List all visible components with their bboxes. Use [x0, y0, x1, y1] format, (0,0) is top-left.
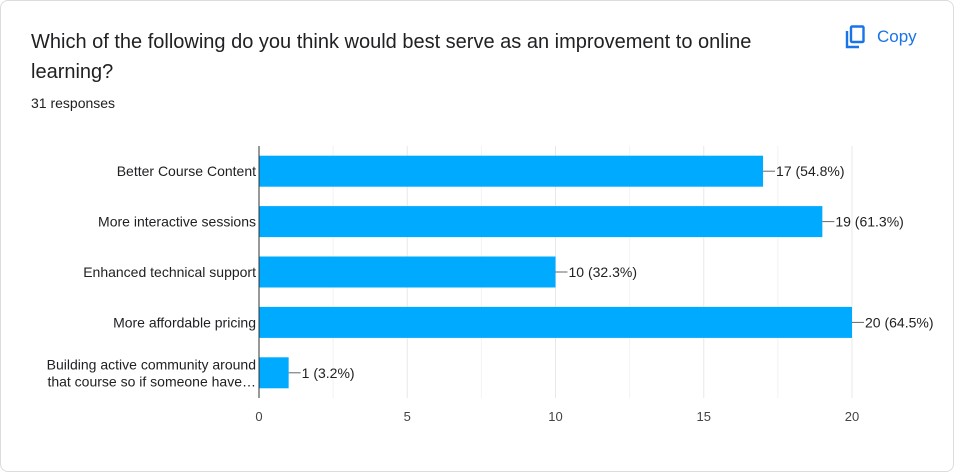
value-label: 17 (54.8%) — [776, 163, 844, 179]
category-label: Better Course Content — [117, 163, 256, 179]
response-count: 31 responses — [31, 95, 116, 111]
category-label: More affordable pricing — [113, 314, 256, 330]
bar — [259, 256, 556, 288]
bar — [259, 206, 823, 238]
bar — [259, 306, 852, 338]
bar — [259, 155, 764, 187]
x-tick-label: 5 — [404, 409, 411, 424]
category-label: Enhanced technical support — [83, 264, 256, 280]
category-label: Building active community around — [47, 356, 256, 372]
x-tick-label: 15 — [697, 409, 711, 424]
value-label: 20 (64.5%) — [865, 314, 933, 330]
value-label: 19 (61.3%) — [835, 214, 903, 230]
copy-icon — [845, 25, 865, 49]
category-label: More interactive sessions — [98, 214, 256, 230]
x-tick-label: 0 — [255, 409, 262, 424]
value-label: 10 (32.3%) — [569, 264, 637, 280]
x-tick-label: 20 — [845, 409, 859, 424]
category-label: that course so if someone have… — [47, 373, 256, 389]
x-tick-label: 10 — [548, 409, 562, 424]
bar — [259, 357, 289, 389]
copy-label: Copy — [877, 27, 917, 46]
copy-button[interactable]: Copy — [841, 23, 921, 51]
value-label: 1 (3.2%) — [302, 365, 355, 381]
question-title: Which of the following do you think woul… — [31, 31, 752, 83]
